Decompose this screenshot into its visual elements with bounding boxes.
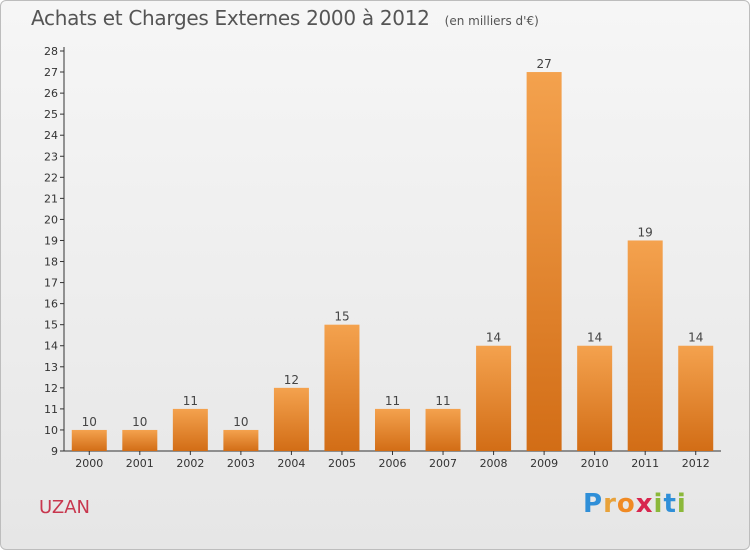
y-tick-label: 25 [44, 108, 58, 121]
labels: 2000 10 2001 10 2002 11 2003 10 2004 12 2005 15 2006… [75, 57, 709, 470]
bar [577, 345, 613, 451]
x-tick-label: 2004 [277, 457, 305, 470]
bar-value-label: 10 [132, 415, 147, 429]
y-tick-label: 18 [44, 256, 58, 269]
bars [71, 72, 714, 451]
x-tick-label: 2001 [126, 457, 154, 470]
commune-name: UZAN [39, 497, 90, 518]
logo-letter: x [635, 489, 654, 519]
bar [526, 72, 562, 451]
chart-title: Achats et Charges Externes 2000 à 2012 [31, 6, 430, 30]
bar [627, 240, 663, 451]
x-tick-label: 2010 [581, 457, 609, 470]
x-tick-label: 2006 [379, 457, 407, 470]
bar [122, 429, 158, 451]
bar-value-label: 14 [486, 331, 501, 345]
y-tick-label: 17 [44, 277, 58, 290]
y-tick-label: 28 [44, 45, 58, 58]
y-tick-label: 13 [44, 361, 58, 374]
logo-letter: P [583, 489, 604, 519]
bar-value-label: 14 [587, 331, 602, 345]
bar [324, 324, 360, 451]
bar-value-label: 12 [284, 373, 299, 387]
bar [71, 429, 107, 451]
y-tick-label: 15 [44, 319, 58, 332]
bar-value-label: 10 [82, 415, 97, 429]
x-tick-label: 2009 [530, 457, 558, 470]
y-tick-label: 12 [44, 382, 58, 395]
proxiti-logo[interactable]: Proxiti [583, 489, 687, 519]
y-tick-label: 27 [44, 66, 58, 79]
y-tick-label: 24 [44, 129, 58, 142]
y-tick-label: 21 [44, 192, 58, 205]
y-tick-label: 23 [44, 150, 58, 163]
y-tick-label: 16 [44, 298, 58, 311]
title-row: Achats et Charges Externes 2000 à 2012 (… [31, 6, 539, 30]
logo-letter: i [653, 489, 664, 519]
bar [678, 345, 714, 451]
y-tick-label: 11 [44, 403, 58, 416]
logo-letter: o [616, 489, 636, 519]
y-tick-label: 19 [44, 234, 58, 247]
x-tick-label: 2012 [682, 457, 710, 470]
bar [172, 408, 208, 451]
chart-unit: (en milliers d'€) [444, 14, 539, 28]
bar [425, 408, 461, 451]
bar-value-label: 14 [688, 331, 703, 345]
x-tick-label: 2005 [328, 457, 356, 470]
bar [375, 408, 410, 451]
logo-letter: t [663, 489, 677, 519]
x-tick-label: 2002 [176, 457, 204, 470]
x-tick-label: 2011 [631, 457, 659, 470]
bar-value-label: 11 [385, 394, 400, 408]
y-tick-label: 26 [44, 87, 58, 100]
bar-value-label: 10 [233, 415, 248, 429]
bar [273, 387, 309, 451]
y-tick-label: 22 [44, 171, 58, 184]
y-tick-label: 9 [51, 445, 58, 458]
bar-value-label: 15 [334, 310, 349, 324]
y-tick-label: 14 [44, 340, 58, 353]
x-tick-label: 2003 [227, 457, 255, 470]
y-tick-label: 20 [44, 213, 58, 226]
bar [476, 345, 512, 451]
x-tick-label: 2000 [75, 457, 103, 470]
y-tick-label: 10 [44, 424, 58, 437]
x-tick-label: 2008 [480, 457, 508, 470]
bar [223, 429, 259, 451]
bar-value-label: 11 [183, 394, 198, 408]
axes: 9 10 11 12 13 14 15 16 17 18 19 20 21 22 23 24 25 26 27 28 [44, 45, 721, 458]
bar-value-label: 27 [536, 57, 551, 71]
logo-letter: i [676, 489, 687, 519]
x-tick-label: 2007 [429, 457, 457, 470]
bar-value-label: 11 [435, 394, 450, 408]
logo-letter: r [603, 489, 617, 519]
bar-value-label: 19 [638, 225, 653, 239]
